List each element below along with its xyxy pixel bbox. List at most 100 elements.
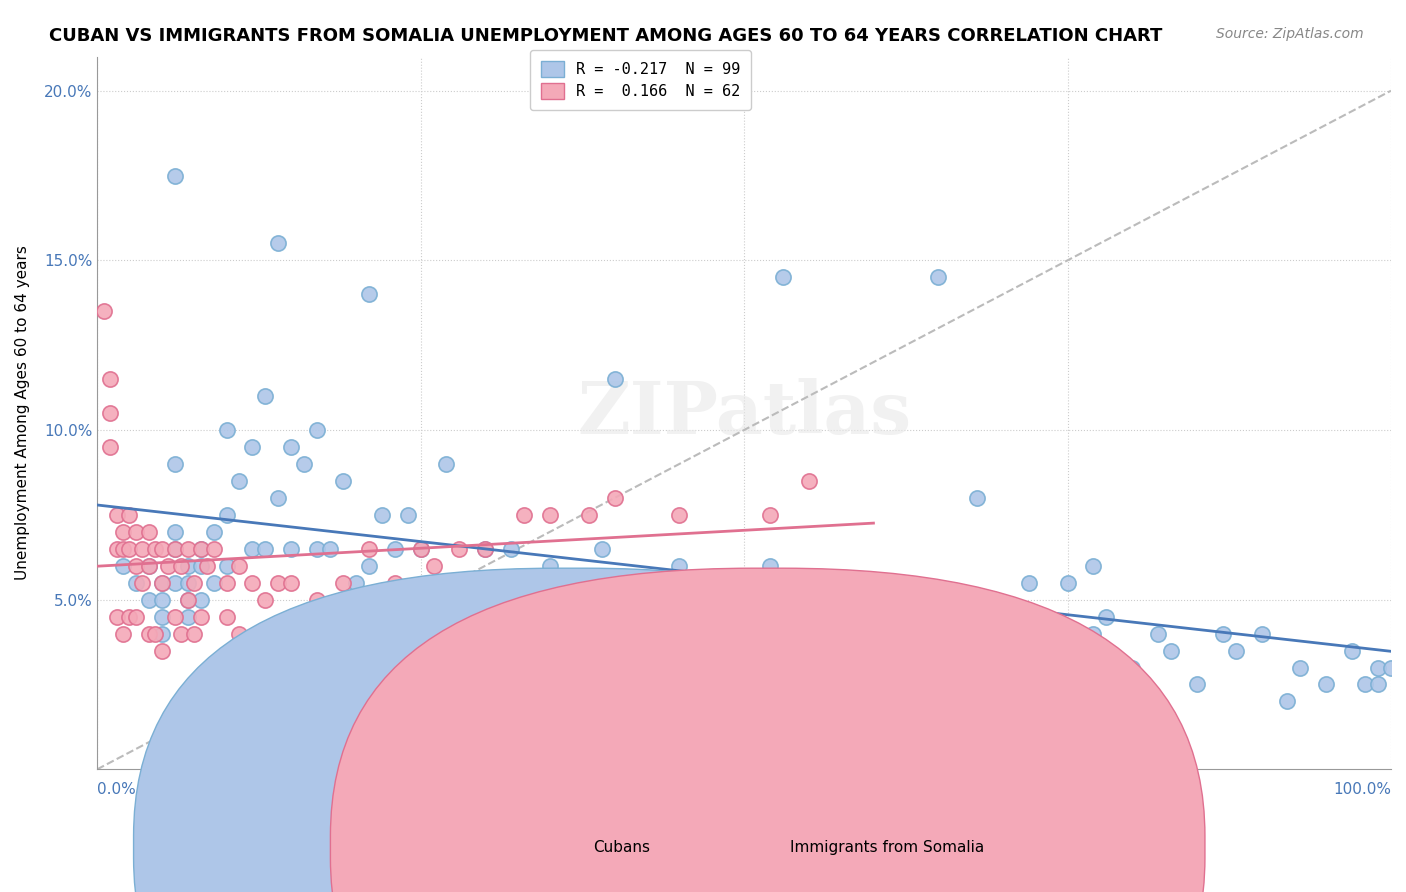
- Point: [1160, 643, 1182, 657]
- Point: [242, 575, 264, 590]
- Point: [319, 541, 342, 556]
- Point: [409, 541, 432, 556]
- Point: [357, 558, 380, 573]
- Point: [1341, 643, 1364, 657]
- Point: [307, 423, 329, 437]
- Point: [991, 626, 1014, 640]
- Point: [125, 575, 148, 590]
- Point: [797, 474, 820, 488]
- Point: [111, 524, 134, 539]
- Point: [1315, 677, 1337, 691]
- Point: [578, 508, 600, 522]
- Point: [501, 541, 523, 556]
- Point: [176, 541, 198, 556]
- Point: [190, 592, 212, 607]
- Point: [242, 440, 264, 454]
- Point: [371, 508, 394, 522]
- Point: [176, 592, 198, 607]
- Point: [1031, 643, 1053, 657]
- Point: [118, 609, 141, 624]
- Point: [603, 491, 626, 505]
- Point: [422, 558, 444, 573]
- Point: [215, 558, 238, 573]
- Point: [1121, 660, 1143, 674]
- Point: [1083, 558, 1105, 573]
- Point: [759, 508, 782, 522]
- Point: [668, 508, 690, 522]
- Point: [1083, 626, 1105, 640]
- Point: [513, 508, 536, 522]
- Point: [357, 541, 380, 556]
- Point: [190, 609, 212, 624]
- Point: [889, 609, 911, 624]
- Point: [176, 609, 198, 624]
- Point: [183, 575, 205, 590]
- Point: [202, 524, 225, 539]
- Point: [357, 287, 380, 301]
- Point: [630, 609, 652, 624]
- Point: [150, 575, 173, 590]
- Point: [105, 508, 128, 522]
- Point: [190, 541, 212, 556]
- Point: [254, 541, 277, 556]
- Point: [163, 541, 186, 556]
- Point: [176, 575, 198, 590]
- Point: [474, 541, 496, 556]
- Point: [125, 558, 148, 573]
- Point: [668, 558, 690, 573]
- Point: [267, 236, 290, 251]
- Point: [307, 592, 329, 607]
- Point: [1056, 575, 1078, 590]
- Point: [474, 575, 496, 590]
- Point: [927, 626, 949, 640]
- Point: [292, 457, 315, 471]
- Point: [228, 474, 250, 488]
- Point: [280, 575, 302, 590]
- Point: [1147, 626, 1170, 640]
- Point: [1379, 660, 1402, 674]
- Point: [759, 558, 782, 573]
- Point: [138, 558, 160, 573]
- Point: [242, 541, 264, 556]
- Point: [384, 541, 406, 556]
- Point: [591, 541, 613, 556]
- Point: [163, 609, 186, 624]
- Point: [111, 626, 134, 640]
- Point: [772, 626, 794, 640]
- Text: Immigrants from Somalia: Immigrants from Somalia: [808, 819, 1002, 834]
- Point: [254, 389, 277, 403]
- Point: [215, 423, 238, 437]
- Point: [176, 592, 198, 607]
- FancyBboxPatch shape: [330, 568, 1205, 892]
- Text: ZIPatlas: ZIPatlas: [576, 377, 911, 449]
- Point: [215, 575, 238, 590]
- Point: [772, 270, 794, 285]
- Point: [655, 626, 678, 640]
- Point: [436, 457, 458, 471]
- Point: [150, 626, 173, 640]
- Point: [157, 558, 180, 573]
- Point: [131, 541, 153, 556]
- Point: [1289, 660, 1312, 674]
- Point: [190, 541, 212, 556]
- Point: [267, 491, 290, 505]
- Text: Source: ZipAtlas.com: Source: ZipAtlas.com: [1216, 27, 1364, 41]
- Point: [267, 575, 290, 590]
- Point: [901, 643, 924, 657]
- Point: [332, 474, 354, 488]
- Point: [150, 541, 173, 556]
- Point: [176, 558, 198, 573]
- Text: CUBAN VS IMMIGRANTS FROM SOMALIA UNEMPLOYMENT AMONG AGES 60 TO 64 YEARS CORRELAT: CUBAN VS IMMIGRANTS FROM SOMALIA UNEMPLO…: [49, 27, 1163, 45]
- Point: [927, 270, 949, 285]
- Text: Immigrants from Somalia: Immigrants from Somalia: [790, 840, 984, 855]
- Point: [1095, 609, 1118, 624]
- Point: [125, 524, 148, 539]
- Point: [215, 609, 238, 624]
- Point: [125, 609, 148, 624]
- Point: [163, 457, 186, 471]
- Point: [1250, 626, 1272, 640]
- Point: [824, 626, 846, 640]
- Point: [163, 575, 186, 590]
- Point: [138, 558, 160, 573]
- Point: [280, 440, 302, 454]
